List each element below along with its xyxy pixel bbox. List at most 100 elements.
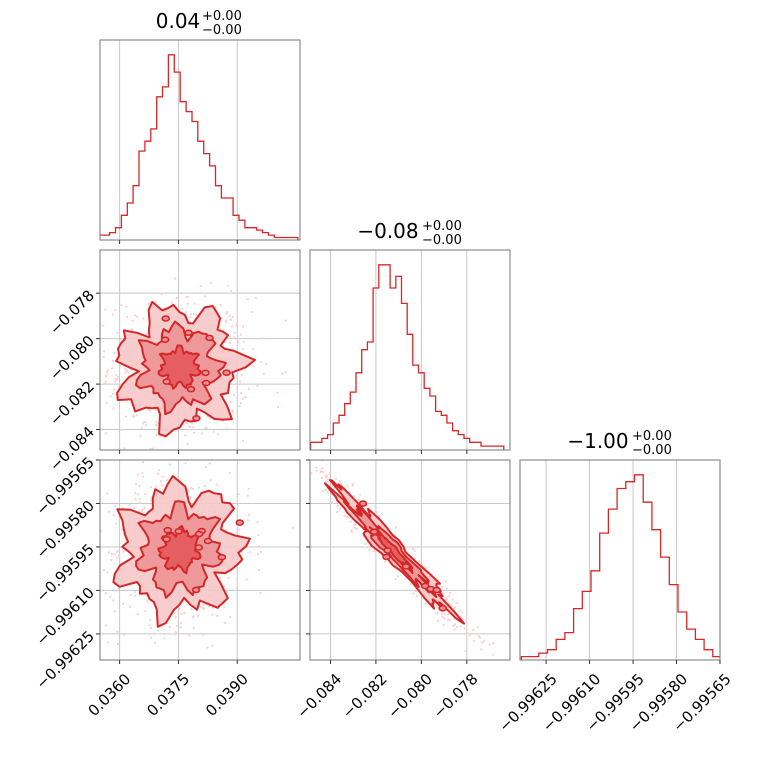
title-minus-error: −0.00 <box>632 443 672 458</box>
sample-point <box>112 313 115 316</box>
sample-point <box>106 369 110 372</box>
sample-point <box>112 514 115 517</box>
sample-point <box>185 422 189 425</box>
sample-point <box>107 551 111 554</box>
y-tick-label: −0.080 <box>46 332 98 384</box>
sample-point <box>338 507 341 511</box>
sample-point <box>174 631 177 634</box>
sample-point <box>364 542 367 546</box>
sample-point <box>223 621 226 625</box>
sample-point <box>102 350 106 353</box>
sample-point <box>201 606 204 610</box>
sample-point <box>476 626 479 629</box>
sample-point <box>191 616 194 619</box>
sample-point <box>325 476 328 479</box>
sample-point <box>96 571 98 573</box>
sample-point <box>155 485 158 488</box>
sample-point <box>136 315 139 318</box>
sample-point <box>237 341 240 344</box>
sample-point <box>161 475 164 478</box>
density-contour <box>201 369 210 377</box>
sample-point <box>68 546 70 548</box>
sample-point <box>134 498 137 501</box>
y-tick-label: −0.082 <box>46 377 98 429</box>
scatter-panel-1-0 <box>91 249 301 473</box>
sample-point <box>200 285 203 288</box>
sample-point <box>157 629 160 632</box>
sample-point <box>463 627 466 630</box>
sample-point <box>352 494 356 498</box>
sample-point <box>223 606 226 609</box>
sample-point <box>163 636 166 640</box>
sample-point <box>195 313 198 316</box>
sample-point <box>160 293 163 296</box>
sample-point <box>125 369 128 372</box>
scatter-panel-2-0 <box>65 459 301 664</box>
sample-point <box>368 548 371 552</box>
sample-point <box>174 615 177 619</box>
histogram-series-1 <box>310 264 505 450</box>
sample-point <box>185 296 188 299</box>
sample-point <box>260 360 263 363</box>
sample-point <box>225 529 228 532</box>
sample-point <box>235 323 238 326</box>
sample-point <box>180 622 183 625</box>
sample-point <box>472 628 475 631</box>
x-tick-label: −0.080 <box>384 670 436 722</box>
sample-point <box>225 311 229 314</box>
sample-point <box>116 549 119 553</box>
sample-point <box>161 484 164 487</box>
sample-point <box>137 493 140 496</box>
sample-point <box>114 309 117 312</box>
sample-point <box>112 599 115 602</box>
sample-point <box>180 612 183 615</box>
sample-point <box>340 483 343 486</box>
sample-point <box>232 411 235 414</box>
sample-point <box>171 301 174 304</box>
sample-point <box>145 333 148 336</box>
sample-point <box>201 633 204 636</box>
sample-point <box>229 615 232 619</box>
sample-point <box>178 607 181 610</box>
sample-point <box>239 402 242 405</box>
sample-point <box>168 463 171 466</box>
sample-point <box>149 486 152 489</box>
sample-point <box>211 644 214 647</box>
sample-point <box>144 610 147 613</box>
sample-point <box>210 281 213 284</box>
sample-point <box>423 565 426 568</box>
sample-point <box>229 318 232 321</box>
density-contour <box>192 414 201 422</box>
sample-point <box>104 624 107 627</box>
histogram-panel-1: −0.08 +0.00−0.00 <box>309 219 511 454</box>
sample-point <box>116 556 119 559</box>
sample-point <box>259 550 262 553</box>
sample-point <box>445 597 448 600</box>
sample-point <box>326 491 329 494</box>
sample-point <box>91 331 93 333</box>
x-tick-label: 0.0375 <box>143 670 193 720</box>
sample-point <box>155 433 158 437</box>
density-contour <box>160 336 170 344</box>
sample-point <box>435 604 438 607</box>
density-contour <box>217 553 227 561</box>
sample-point <box>458 609 461 612</box>
sample-point <box>211 467 213 469</box>
sample-point <box>418 560 421 563</box>
sample-point <box>216 614 219 618</box>
sample-point <box>65 633 67 635</box>
sample-point <box>227 471 229 473</box>
sample-point <box>192 313 195 316</box>
scatter-panel-2-1 <box>306 459 511 664</box>
sample-point <box>149 499 152 502</box>
density-contour <box>382 553 391 561</box>
sample-point <box>149 447 152 450</box>
density-contour <box>162 535 171 543</box>
sample-point <box>440 613 443 616</box>
sample-point <box>232 393 236 397</box>
sample-point <box>233 331 236 334</box>
sample-point <box>239 380 242 383</box>
sample-point <box>321 467 324 470</box>
density-contour <box>205 334 214 342</box>
sample-point <box>203 607 206 610</box>
